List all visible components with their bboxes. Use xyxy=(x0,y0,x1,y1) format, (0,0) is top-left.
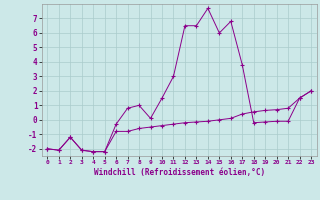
X-axis label: Windchill (Refroidissement éolien,°C): Windchill (Refroidissement éolien,°C) xyxy=(94,168,265,177)
